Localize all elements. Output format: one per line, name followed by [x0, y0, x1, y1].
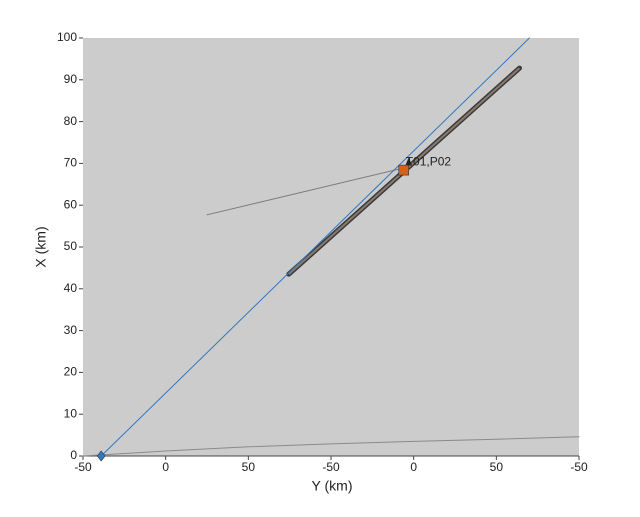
marker	[405, 157, 413, 166]
x-tick-label: -50	[74, 460, 92, 474]
marker	[96, 450, 106, 462]
x-axis-label: Y (km)	[312, 478, 353, 494]
marker	[398, 164, 410, 176]
y-axis-label: X (km)	[33, 226, 49, 267]
x-tick-label: 50	[490, 460, 504, 474]
line	[100, 37, 530, 457]
line	[82, 436, 580, 457]
line	[206, 167, 405, 216]
y-tick-label: 60	[64, 197, 78, 211]
x-tick-label: 50	[242, 460, 256, 474]
x-tick-label: -50	[570, 460, 588, 474]
y-tick-label: 30	[64, 323, 78, 337]
plot-area	[83, 38, 579, 456]
y-tick-label: 10	[64, 406, 78, 420]
annotation: T01,P02	[406, 154, 452, 168]
x-tick-label: -50	[322, 460, 340, 474]
y-tick-label: 90	[64, 72, 78, 86]
y-tick-label: 40	[64, 281, 78, 295]
y-tick-label: 80	[64, 114, 78, 128]
y-tick-label: 0	[70, 448, 77, 462]
y-tick-label: 100	[57, 30, 77, 44]
x-tick-label: 0	[410, 460, 417, 474]
y-tick-label: 70	[64, 156, 78, 170]
y-tick-label: 50	[64, 239, 78, 253]
x-tick-label: 0	[162, 460, 169, 474]
y-tick-label: 20	[64, 365, 78, 379]
